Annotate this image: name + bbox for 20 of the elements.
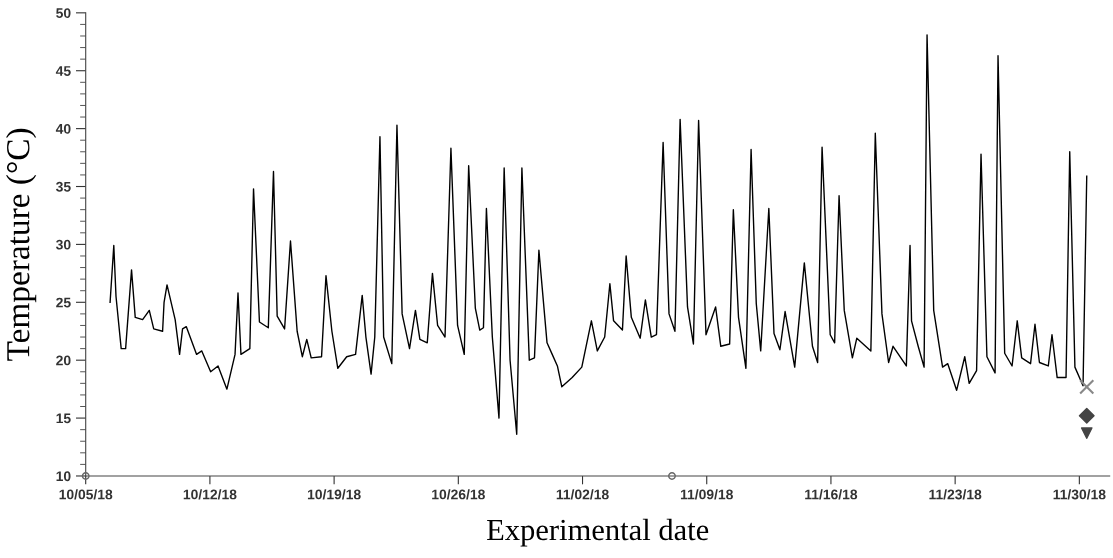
y-axis-title: Temperature (°C) (6, 128, 37, 361)
y-tick-label: 40 (55, 123, 71, 134)
x-tick-label: 11/30/18 (1053, 489, 1106, 500)
x-axis-title: Experimental date (487, 518, 709, 547)
y-tick-label: 35 (55, 181, 71, 192)
y-tick-label: 10 (56, 471, 71, 482)
y-tick-label: 20 (56, 355, 71, 366)
y-tick-label: 30 (55, 239, 71, 250)
x-tick-label: 11/16/18 (805, 489, 858, 500)
x-tick-label: 11/02/18 (556, 489, 609, 500)
x-tick-label: 10/19/18 (307, 489, 361, 500)
x-tick-label: 11/23/18 (929, 489, 982, 500)
y-tick-label: 50 (56, 8, 71, 18)
y-tick-label: 15 (56, 413, 71, 424)
y-tick-label: 25 (56, 297, 71, 308)
x-tick-label: 11/09/18 (680, 489, 733, 500)
x-tick-label: 10/05/18 (59, 489, 113, 500)
x-tick-label: 10/12/18 (183, 489, 237, 500)
x-tick-label: 10/26/18 (432, 489, 485, 500)
y-tick-label: 45 (55, 66, 71, 76)
